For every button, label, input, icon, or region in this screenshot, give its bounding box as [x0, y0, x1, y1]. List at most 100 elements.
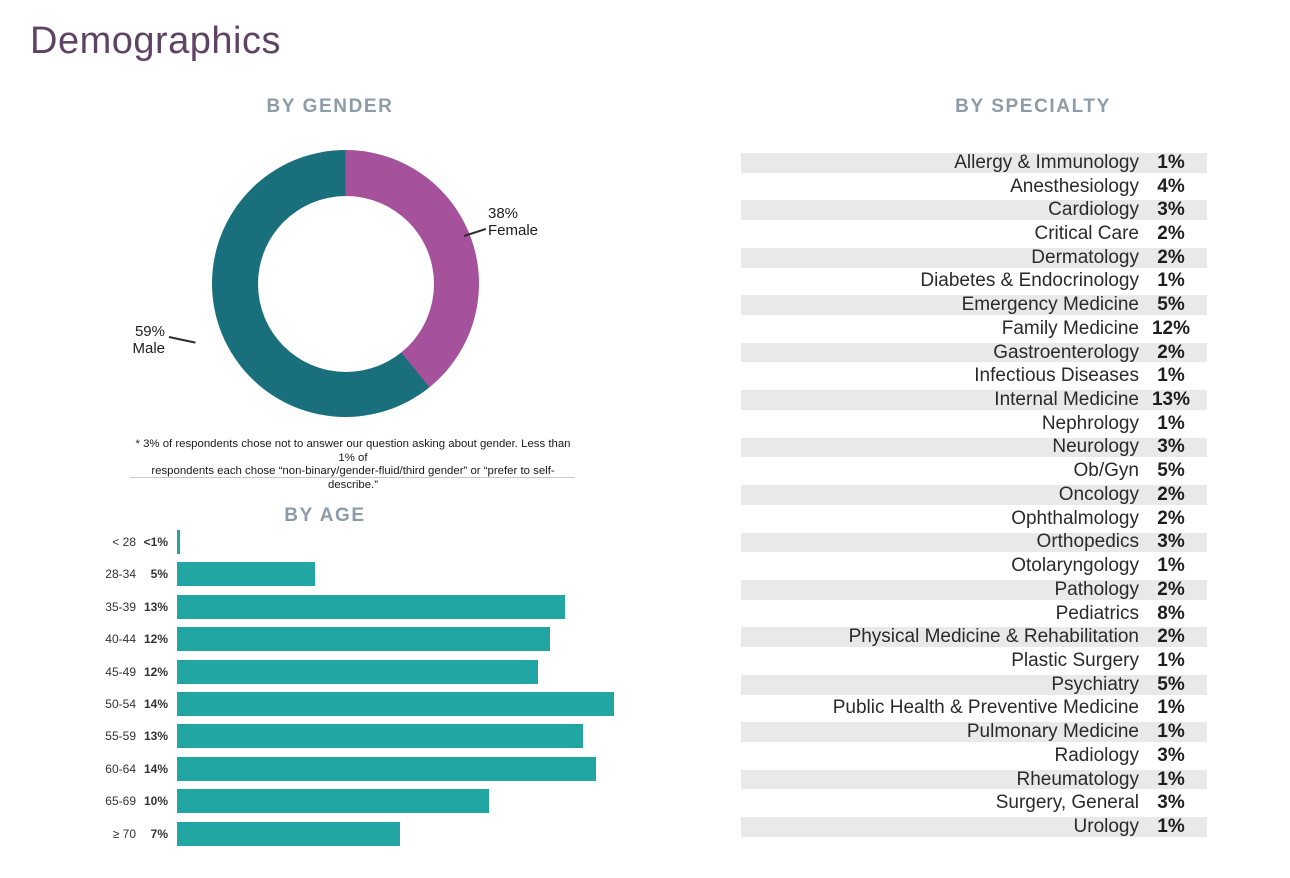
specialty-percent: 13%	[1151, 389, 1191, 411]
specialty-name: Neurology	[1052, 436, 1139, 458]
specialty-row: Emergency Medicine 5%	[741, 293, 1207, 318]
specialty-table: Allergy & Immunology 1% Anesthesiology 4% Ca…	[741, 151, 1207, 839]
specialty-row: Diabetes & Endocrinology 1%	[741, 270, 1207, 294]
specialty-percent: 2%	[1157, 626, 1185, 648]
age-percent-label: 7%	[150, 826, 168, 841]
specialty-section-heading: BY SPECIALTY	[955, 96, 1111, 117]
age-row: 50-54 14%	[6, 691, 614, 716]
specialty-percent: 5%	[1157, 460, 1185, 482]
specialty-row: Anesthesiology 4%	[741, 175, 1207, 199]
specialty-name: Family Medicine	[1001, 317, 1139, 339]
male-slice-label: 59% Male	[115, 323, 165, 357]
age-range-label: 28-34	[105, 567, 136, 582]
female-slice-label: 38% Female	[488, 205, 538, 239]
specialty-percent: 1%	[1157, 697, 1185, 719]
age-range-label: 55-59	[105, 729, 136, 744]
age-row: 45-49 12%	[6, 659, 614, 684]
specialty-row: Pathology 2%	[741, 577, 1207, 602]
specialty-percent: 4%	[1157, 175, 1185, 197]
specialty-name: Nephrology	[1041, 412, 1139, 434]
specialty-name: Psychiatry	[1051, 673, 1139, 695]
age-range-label: 50-54	[105, 696, 136, 711]
specialty-percent: 2%	[1157, 507, 1185, 529]
gender-footnote-line-1: * 3% of respondents chose not to answer …	[135, 438, 571, 464]
age-percent-label: 13%	[143, 599, 168, 614]
specialty-name: Allergy & Immunology	[954, 151, 1139, 173]
specialty-percent: 5%	[1157, 673, 1185, 695]
specialty-name: Pathology	[1054, 578, 1139, 600]
age-bar	[177, 594, 566, 619]
age-bar	[177, 530, 181, 554]
specialty-name: Pediatrics	[1055, 602, 1139, 624]
specialty-row: Neurology 3%	[741, 435, 1207, 460]
age-bar	[177, 756, 596, 781]
specialty-percent: 2%	[1157, 578, 1185, 600]
age-bar	[177, 627, 550, 652]
specialty-name: Ophthalmology	[1011, 507, 1139, 529]
specialty-row: Surgery, General 3%	[741, 791, 1207, 815]
page-title: Demographics	[30, 20, 281, 62]
specialty-percent: 2%	[1157, 246, 1185, 268]
specialty-row: Critical Care 2%	[741, 222, 1207, 246]
age-range-label: < 28	[112, 535, 136, 549]
gender-donut-chart	[212, 150, 479, 417]
age-bar-chart: < 28 <1% 28-34 5% 35-39 13% 40-44 12% 45-49 12% 50…	[6, 530, 614, 846]
specialty-name: Pulmonary Medicine	[966, 721, 1139, 743]
age-percent-label: <1%	[143, 535, 168, 549]
age-percent-label: 14%	[143, 761, 168, 776]
specialty-percent: 1%	[1157, 649, 1185, 671]
age-range-label: 35-39	[105, 599, 136, 614]
age-section-heading: BY AGE	[284, 505, 366, 526]
specialty-row: Infectious Diseases 1%	[741, 364, 1207, 388]
specialty-percent: 1%	[1157, 151, 1185, 173]
age-bar	[177, 691, 614, 716]
specialty-percent: 5%	[1157, 294, 1185, 316]
specialty-row: Ob/Gyn 5%	[741, 459, 1207, 483]
specialty-percent: 2%	[1157, 341, 1185, 363]
specialty-percent: 3%	[1157, 436, 1185, 458]
specialty-row: Oncology 2%	[741, 483, 1207, 507]
specialty-name: Public Health & Preventive Medicine	[832, 697, 1139, 719]
female-percent: 38%	[488, 205, 519, 222]
gender-section-heading: BY GENDER	[266, 96, 394, 117]
specialty-percent: 1%	[1157, 555, 1185, 577]
specialty-percent: 2%	[1157, 223, 1185, 245]
age-bar	[177, 789, 489, 814]
age-range-label: 65-69	[105, 794, 136, 809]
specialty-percent: 1%	[1157, 365, 1185, 387]
specialty-row: Cardiology 3%	[741, 198, 1207, 223]
specialty-percent: 3%	[1157, 744, 1185, 766]
specialty-row: Physical Medicine & Rehabilitation 2%	[741, 625, 1207, 650]
age-percent-label: 5%	[150, 567, 168, 582]
specialty-name: Rheumatology	[1016, 768, 1139, 790]
specialty-name: Internal Medicine	[994, 389, 1139, 411]
specialty-name: Ob/Gyn	[1073, 460, 1139, 482]
specialty-percent: 1%	[1157, 412, 1185, 434]
male-text: Male	[132, 340, 165, 357]
age-row: 28-34 5%	[6, 562, 614, 587]
age-row: ≥ 70 7%	[6, 821, 614, 846]
specialty-row: Psychiatry 5%	[741, 672, 1207, 697]
age-percent-label: 13%	[143, 729, 168, 744]
specialty-row: Family Medicine 12%	[741, 317, 1207, 341]
specialty-name: Critical Care	[1034, 223, 1139, 245]
age-row: 55-59 13%	[6, 724, 614, 749]
specialty-percent: 1%	[1157, 815, 1185, 837]
age-bar	[177, 724, 584, 749]
specialty-row: Dermatology 2%	[741, 245, 1207, 270]
age-percent-label: 12%	[143, 632, 168, 647]
age-row: 35-39 13%	[6, 594, 614, 619]
specialty-row: Orthopedics 3%	[741, 530, 1207, 555]
specialty-row: Urology 1%	[741, 815, 1207, 839]
specialty-name: Diabetes & Endocrinology	[920, 270, 1139, 292]
specialty-name: Infectious Diseases	[974, 365, 1139, 387]
specialty-row: Plastic Surgery 1%	[741, 649, 1207, 673]
specialty-name: Anesthesiology	[1010, 175, 1139, 197]
specialty-row: Ophthalmology 2%	[741, 507, 1207, 531]
age-percent-label: 10%	[143, 794, 168, 809]
age-bar	[177, 821, 401, 846]
specialty-row: Allergy & Immunology 1%	[741, 151, 1207, 175]
specialty-percent: 12%	[1151, 317, 1191, 339]
age-range-label: 60-64	[105, 761, 136, 776]
specialty-row: Public Health & Preventive Medicine 1%	[741, 697, 1207, 721]
